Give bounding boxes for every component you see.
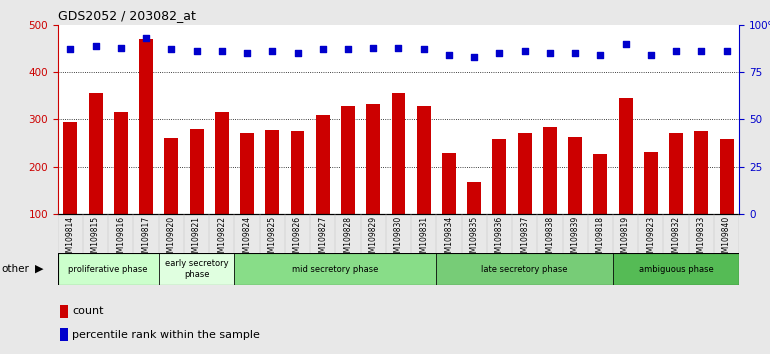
Bar (215, 112, 229, 262)
Point (64, 47, 76, 52)
Point (443, 52, 455, 58)
Bar (63, 122, 77, 262)
Text: proliferative phase: proliferative phase (69, 264, 148, 274)
Point (494, 50, 506, 56)
Point (670, 48, 682, 54)
Point (644, 52, 657, 58)
Bar (240, 133, 254, 262)
Text: mid secretory phase: mid secretory phase (292, 264, 379, 274)
Bar (290, 131, 304, 262)
Bar (618, 98, 633, 262)
Point (518, 48, 531, 54)
Point (115, 45, 127, 50)
Point (392, 45, 404, 50)
Text: ambiguous phase: ambiguous phase (639, 264, 714, 274)
Bar (60, 305, 68, 318)
Bar (568, 137, 582, 262)
Bar (234, 253, 437, 285)
Bar (442, 153, 456, 262)
Bar (89, 93, 102, 262)
Bar (58, 253, 159, 285)
Text: early secretory
phase: early secretory phase (165, 259, 229, 279)
Point (165, 47, 177, 52)
Bar (164, 138, 179, 262)
Text: late secretory phase: late secretory phase (481, 264, 568, 274)
Bar (493, 139, 507, 262)
Bar (437, 253, 613, 285)
Point (619, 41, 631, 46)
Point (291, 50, 303, 56)
Bar (341, 106, 355, 262)
Bar (391, 93, 406, 262)
Bar (467, 182, 481, 262)
Bar (159, 253, 234, 285)
Point (695, 48, 708, 54)
Bar (266, 130, 280, 262)
Point (468, 54, 480, 60)
Point (721, 48, 733, 54)
Point (367, 45, 380, 50)
Bar (316, 115, 330, 262)
Bar (613, 253, 739, 285)
Bar (644, 152, 658, 262)
Bar (189, 129, 203, 262)
Point (569, 50, 581, 56)
Point (89, 43, 102, 48)
Point (544, 50, 556, 56)
Bar (367, 104, 380, 262)
Point (241, 50, 253, 56)
Text: GDS2052 / 203082_at: GDS2052 / 203082_at (58, 9, 196, 22)
Text: other: other (2, 264, 29, 274)
Point (216, 48, 228, 54)
Point (266, 48, 279, 54)
Text: ▶: ▶ (35, 264, 44, 274)
Bar (517, 133, 531, 262)
Bar (114, 112, 128, 262)
Bar (543, 127, 557, 262)
Bar (417, 106, 430, 262)
Bar (695, 131, 708, 262)
Bar (594, 154, 608, 262)
Point (594, 52, 607, 58)
Point (140, 35, 152, 41)
Point (342, 47, 354, 52)
Point (316, 47, 329, 52)
Bar (60, 328, 68, 341)
Text: percentile rank within the sample: percentile rank within the sample (72, 330, 260, 339)
Point (190, 48, 203, 54)
Bar (720, 139, 734, 262)
Point (417, 47, 430, 52)
Bar (139, 39, 153, 262)
Bar (669, 133, 683, 262)
Text: count: count (72, 307, 104, 316)
